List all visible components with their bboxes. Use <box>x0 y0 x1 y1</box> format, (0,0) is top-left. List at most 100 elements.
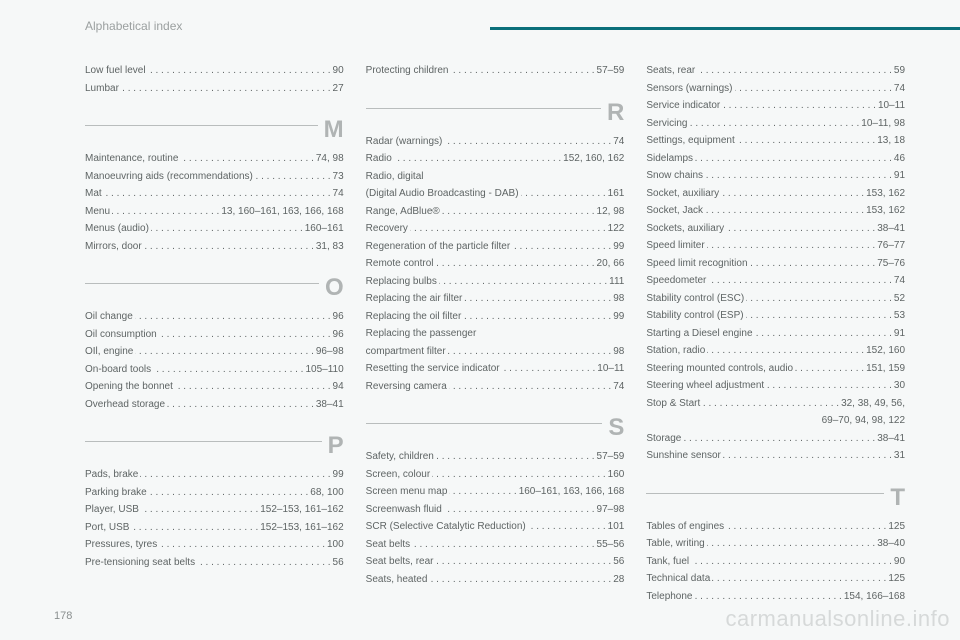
index-entry: Stability control (ESC)52 <box>646 290 905 308</box>
index-entry-label: Starting a Diesel engine <box>646 325 752 343</box>
dot-leader <box>449 378 611 396</box>
index-entry-pages: 99 <box>613 308 624 326</box>
dot-leader <box>464 290 611 308</box>
section-letter: O <box>319 274 344 301</box>
section-divider: T <box>646 493 905 512</box>
index-column: Protecting children57–59RRadar (warnings… <box>366 62 625 590</box>
index-entry: Seats, heated28 <box>366 571 625 589</box>
index-entry: Radar (warnings)74 <box>366 133 625 151</box>
index-entry-label: Resetting the service indicator <box>366 360 500 378</box>
index-entry: Socket, Jack153, 162 <box>646 202 905 220</box>
index-entry-label: Oil consumption <box>85 326 157 344</box>
index-entry-label: Menus (audio) <box>85 220 149 238</box>
index-entry-pages: 96 <box>333 326 344 344</box>
index-entry-label: Seats, heated <box>366 571 428 589</box>
index-entry-pages: 68, 100 <box>310 484 343 502</box>
dot-leader <box>435 255 594 273</box>
dot-leader <box>707 342 864 360</box>
index-entry: Servicing10–11, 98 <box>646 115 905 133</box>
index-entry: Player, USB152–153, 161–162 <box>85 501 344 519</box>
dot-leader <box>255 168 331 186</box>
dot-leader <box>180 150 313 168</box>
index-entry-pages: 152–153, 161–162 <box>260 501 343 519</box>
index-entry: Station, radio152, 160 <box>646 342 905 360</box>
section-letter: S <box>602 414 624 441</box>
index-entry-label: OIl, engine <box>85 343 133 361</box>
dot-leader <box>735 80 892 98</box>
index-entry-label: Opening the bonnet <box>85 378 173 396</box>
index-entry-label: Pre-tensioning seat belts <box>85 554 195 572</box>
index-entry-label: (Digital Audio Broadcasting - DAB) <box>366 185 519 203</box>
index-entry-pages: 57–59 <box>597 62 625 80</box>
index-entry: Sensors (warnings)74 <box>646 80 905 98</box>
index-entry-label: Mat <box>85 185 102 203</box>
dot-leader <box>135 308 331 326</box>
index-entry-label: Stability control (ESC) <box>646 290 744 308</box>
index-entry-label: Sunshine sensor <box>646 447 721 465</box>
dot-leader <box>394 150 561 168</box>
index-entry-label: Port, USB <box>85 519 129 537</box>
index-entry-label: Seats, rear <box>646 62 695 80</box>
dot-leader <box>444 133 611 151</box>
index-entry-pages: 97–98 <box>597 501 625 519</box>
index-entry-pages: 31, 83 <box>316 238 344 256</box>
index-entry-pages: 59 <box>894 62 905 80</box>
index-entry: Radio, digital <box>366 168 625 186</box>
index-entry-label: Mirrors, door <box>85 238 142 256</box>
index-entry: Speedometer74 <box>646 272 905 290</box>
index-entry-pages: 31 <box>894 447 905 465</box>
index-entry: SCR (Selective Catalytic Reduction)101 <box>366 518 625 536</box>
index-entry-pages: 160–161, 163, 166, 168 <box>519 483 625 501</box>
index-entry-pages: 38–41 <box>316 396 344 414</box>
index-entry-pages: 153, 162 <box>866 185 905 203</box>
section-divider: M <box>85 125 344 144</box>
index-entry: Resetting the service indicator10–11 <box>366 360 625 378</box>
index-entry-pages: 154, 166–168 <box>844 588 905 606</box>
index-entry-label: Remote control <box>366 255 434 273</box>
index-entry-pages: 96–98 <box>316 343 344 361</box>
dot-leader <box>444 501 595 519</box>
index-entry: Protecting children57–59 <box>366 62 625 80</box>
dot-leader <box>439 273 607 291</box>
index-entry-label: Overhead storage <box>85 396 165 414</box>
index-entry-label: Sockets, auxiliary <box>646 220 724 238</box>
index-entry: Screenwash fluid 97–98 <box>366 501 625 519</box>
dot-leader <box>723 447 892 465</box>
index-entry: 69–70, 94, 98, 122 <box>646 412 905 430</box>
index-entry: Tank, fuel90 <box>646 553 905 571</box>
index-columns: Low fuel level90Lumbar27MMaintenance, ro… <box>85 62 905 590</box>
index-entry-label: Replacing bulbs <box>366 273 437 291</box>
index-entry-label: Recovery <box>366 220 408 238</box>
index-entry-label: Snow chains <box>646 167 703 185</box>
dot-leader <box>722 97 876 115</box>
index-entry-pages: 153, 162 <box>866 202 905 220</box>
index-entry-label: Technical data <box>646 570 710 588</box>
index-entry-label: Steering wheel adjustment <box>646 377 764 395</box>
index-entry-pages: 20, 66 <box>597 255 625 273</box>
index-entry: Screen menu map160–161, 163, 166, 168 <box>366 483 625 501</box>
index-entry: Speed limit recognition75–76 <box>646 255 905 273</box>
dot-leader <box>412 536 594 554</box>
index-entry: Lumbar27 <box>85 80 344 98</box>
dot-leader <box>746 290 892 308</box>
dot-leader <box>159 536 325 554</box>
index-entry-pages: 111 <box>609 273 624 291</box>
index-entry: Maintenance, routine74, 98 <box>85 150 344 168</box>
index-entry-label: Seat belts <box>366 536 410 554</box>
index-entry-label: Screenwash fluid <box>366 501 442 519</box>
dot-leader <box>121 80 331 98</box>
index-entry-pages: 30 <box>894 377 905 395</box>
index-entry: Parking brake68, 100 <box>85 484 344 502</box>
index-entry-pages: 125 <box>888 518 905 536</box>
index-entry-pages: 10–11 <box>878 97 905 115</box>
index-entry-label: Speedometer <box>646 272 706 290</box>
index-entry-pages: 74 <box>333 185 344 203</box>
index-entry: Telephone154, 166–168 <box>646 588 905 606</box>
dot-leader <box>167 396 314 414</box>
index-entry-label: Menu <box>85 203 110 221</box>
section-rule <box>85 125 344 126</box>
index-entry-label: Low fuel level <box>85 62 146 80</box>
index-entry: Tables of engines125 <box>646 518 905 536</box>
section-letter: P <box>322 432 344 459</box>
dot-leader <box>140 466 330 484</box>
